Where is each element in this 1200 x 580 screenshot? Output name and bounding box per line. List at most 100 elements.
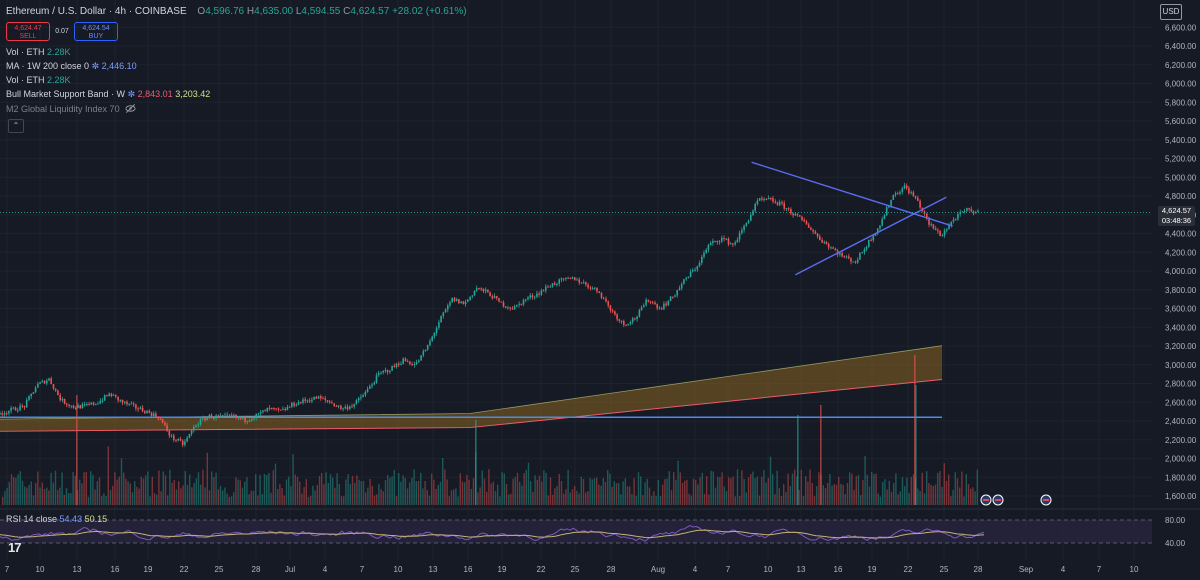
candle-body bbox=[313, 396, 315, 400]
candle-body bbox=[527, 297, 529, 300]
volume-bar bbox=[312, 485, 314, 505]
x-tick-label: 4 bbox=[323, 565, 328, 574]
y-tick-label: 5,600.00 bbox=[1165, 117, 1197, 126]
candle-body bbox=[881, 219, 883, 226]
volume-bar bbox=[620, 494, 622, 505]
volume-bar bbox=[371, 485, 373, 505]
indicator-volume[interactable]: Vol · ETH 2.28K bbox=[6, 47, 71, 57]
volume-bar bbox=[228, 497, 230, 505]
volume-bar bbox=[215, 472, 217, 505]
volume-bar bbox=[94, 489, 96, 505]
y-tick-label: 6,400.00 bbox=[1165, 42, 1197, 51]
volume-bar bbox=[655, 495, 657, 505]
volume-bar bbox=[424, 481, 426, 505]
candle-body bbox=[885, 207, 888, 216]
candle-body bbox=[901, 188, 904, 193]
volume-bar bbox=[950, 496, 952, 505]
candle-body bbox=[375, 375, 378, 383]
volume-bar bbox=[50, 472, 52, 505]
candle-body bbox=[905, 185, 908, 189]
volume-bar bbox=[917, 488, 919, 505]
volume-bar bbox=[246, 477, 248, 505]
buy-button[interactable]: 4,624.54 BUY bbox=[74, 22, 118, 41]
candle-body bbox=[61, 399, 64, 401]
candle-body bbox=[239, 417, 242, 419]
sell-button[interactable]: 4,624.47 SELL bbox=[6, 22, 50, 41]
candle-body bbox=[77, 405, 79, 409]
volume-bar bbox=[789, 486, 791, 505]
volume-bar bbox=[455, 488, 457, 505]
x-tick-label: 25 bbox=[215, 565, 224, 574]
candle-body bbox=[908, 188, 910, 194]
rsi-band bbox=[0, 520, 1152, 543]
currency-selector[interactable]: USD bbox=[1160, 4, 1182, 20]
volume-bar bbox=[310, 495, 312, 505]
indicator-rsi[interactable]: RSI 14 close 54.43 50.15 bbox=[6, 514, 108, 524]
volume-bar bbox=[426, 490, 428, 505]
candle-body bbox=[324, 398, 327, 401]
volume-bar bbox=[74, 475, 76, 505]
candle-body bbox=[865, 246, 868, 250]
volume-bar bbox=[103, 493, 105, 505]
candle-body bbox=[199, 419, 202, 425]
candle-body bbox=[725, 238, 728, 240]
volume-bar bbox=[96, 481, 98, 505]
candle-body bbox=[491, 296, 494, 299]
candle-body bbox=[609, 305, 612, 311]
candle-body bbox=[692, 270, 694, 272]
volume-bar bbox=[83, 472, 85, 505]
volume-bar bbox=[928, 483, 930, 505]
candle-body bbox=[736, 239, 739, 243]
collapse-legend-button[interactable]: ⌃ bbox=[8, 119, 24, 133]
volume-bar bbox=[446, 479, 448, 505]
volume-bar bbox=[173, 480, 175, 505]
indicator-ma[interactable]: MA · 1W 200 close 0 ✼ 2,446.10 bbox=[6, 61, 137, 71]
candle-body bbox=[549, 286, 552, 288]
volume-bar bbox=[112, 485, 114, 505]
candle-body bbox=[226, 414, 228, 416]
candle-body bbox=[282, 408, 284, 410]
candle-body bbox=[963, 211, 966, 212]
candle-body bbox=[304, 399, 306, 401]
indicator-bull-band[interactable]: Bull Market Support Band · W ✼ 2,843.01 … bbox=[6, 89, 211, 99]
candle-body bbox=[834, 248, 837, 251]
volume-bar bbox=[316, 485, 318, 505]
volume-bar bbox=[813, 496, 816, 505]
hidden-eye-icon[interactable] bbox=[125, 103, 136, 114]
volume-spike bbox=[915, 385, 917, 505]
volume-bar bbox=[492, 481, 494, 505]
candle-body bbox=[545, 286, 547, 291]
volume-bar bbox=[404, 477, 406, 505]
candle-body bbox=[556, 284, 558, 285]
candle-body bbox=[772, 198, 774, 202]
candle-body bbox=[110, 393, 113, 396]
candle-body bbox=[181, 440, 184, 445]
volume-bar bbox=[954, 472, 956, 505]
volume-bar bbox=[305, 479, 307, 505]
volume-bar bbox=[327, 483, 329, 505]
candle-body bbox=[115, 394, 117, 397]
candle-body bbox=[389, 370, 391, 373]
volume-bar bbox=[52, 482, 54, 505]
indicator-m2-liquidity[interactable]: M2 Global Liquidity Index 70 bbox=[6, 103, 136, 114]
candle-body bbox=[413, 364, 416, 366]
candle-body bbox=[799, 215, 801, 217]
volume-bar bbox=[857, 474, 860, 505]
candle-body bbox=[841, 253, 843, 257]
indicator-volume-2[interactable]: Vol · ETH 2.28K bbox=[6, 75, 71, 85]
volume-bar bbox=[587, 491, 589, 505]
candle-body bbox=[464, 301, 467, 305]
x-tick-label: 13 bbox=[797, 565, 806, 574]
candle-body bbox=[787, 208, 790, 210]
candle-body bbox=[854, 261, 857, 263]
y-tick-label: 6,600.00 bbox=[1165, 23, 1197, 32]
symbol-title[interactable]: Ethereum / U.S. Dollar · 4h · COINBASE bbox=[6, 6, 187, 17]
volume-bar bbox=[961, 471, 963, 505]
low-value: 4,594.55 bbox=[301, 6, 341, 17]
volume-bar bbox=[510, 493, 512, 505]
volume-bar bbox=[8, 481, 10, 505]
volume-bar bbox=[959, 487, 961, 505]
candle-body bbox=[805, 221, 808, 225]
volume-bar bbox=[182, 485, 184, 505]
